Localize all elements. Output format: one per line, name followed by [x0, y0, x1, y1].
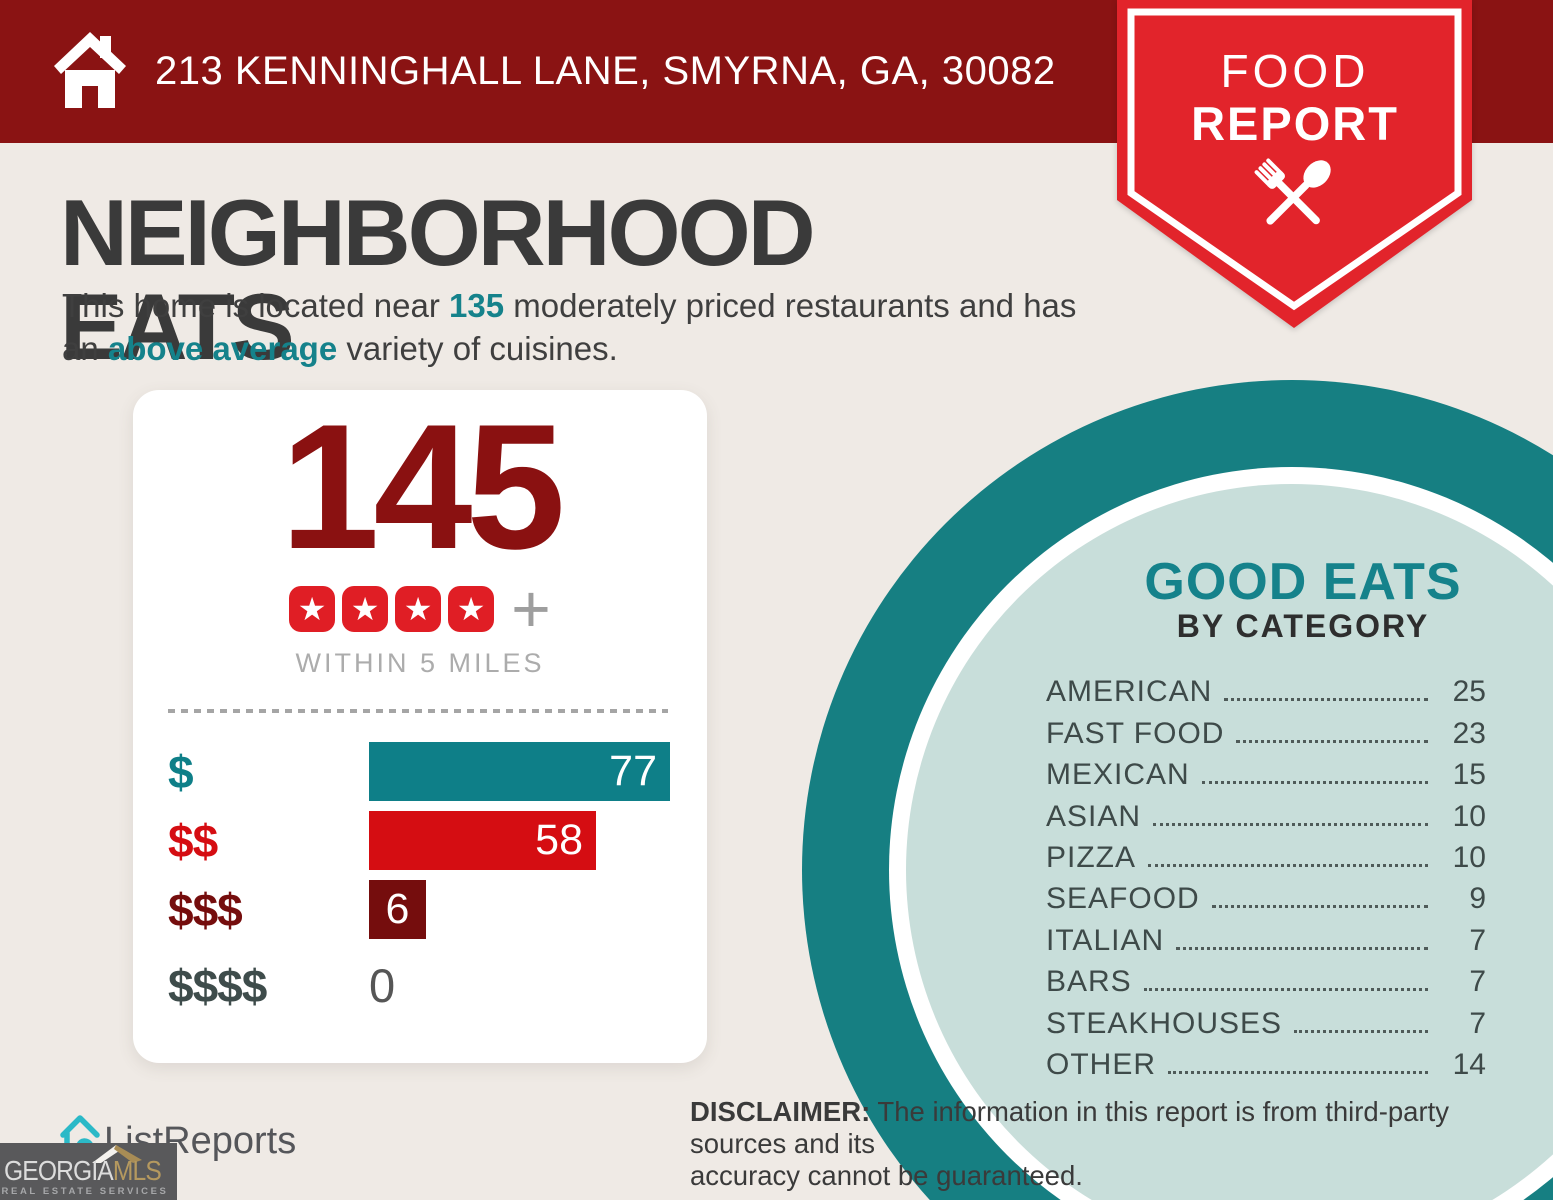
- intro-post: variety of cuisines.: [337, 330, 618, 367]
- total-restaurants: 145: [280, 387, 566, 586]
- category-list: AMERICAN 25 FAST FOOD 23 MEXICAN 15 ASIAN 10…: [1046, 668, 1486, 1082]
- category-row: STEAKHOUSES 7: [1046, 999, 1486, 1040]
- category-value: 7: [1469, 1006, 1486, 1040]
- category-label: FAST FOOD: [1046, 716, 1225, 750]
- spoon-fork-icon: [1254, 158, 1331, 225]
- ribbon-title-report: REPORT: [1191, 97, 1399, 150]
- dotted-leader: [1168, 1070, 1428, 1074]
- category-label: ITALIAN: [1046, 923, 1165, 957]
- category-value: 14: [1452, 1047, 1486, 1081]
- bar: 77: [369, 742, 670, 801]
- price-row: $$$ 6: [133, 880, 707, 939]
- category-row: BARS 7: [1046, 958, 1486, 999]
- disclaimer-line2: accuracy cannot be guaranteed.: [690, 1160, 1083, 1191]
- dotted-leader: [1176, 946, 1428, 950]
- mls-name-mls: MLS: [112, 1155, 162, 1186]
- category-value: 25: [1452, 675, 1486, 709]
- intro-paragraph: This home is located near 135 moderately…: [62, 284, 1092, 370]
- price-tier-label: $$$: [168, 883, 243, 936]
- radius-label: WITHIN 5 MILES: [295, 648, 545, 678]
- category-label: BARS: [1046, 965, 1132, 999]
- dotted-leader: [1224, 698, 1428, 702]
- disclaimer-label: DISCLAIMER:: [690, 1096, 871, 1127]
- mls-roof-icon: [92, 1145, 142, 1163]
- disclaimer-line1: The information in this report is from t…: [690, 1096, 1450, 1159]
- mls-tagline: REAL ESTATE SERVICES: [1, 1186, 169, 1197]
- bar-value: 6: [385, 885, 410, 933]
- bar: 6: [369, 880, 426, 939]
- dotted-leader: [1153, 822, 1428, 826]
- mls-name: GEORGIA MLS: [4, 1155, 162, 1187]
- plus-icon: +: [511, 571, 551, 647]
- category-value: 15: [1452, 758, 1486, 792]
- category-value: 10: [1452, 840, 1486, 874]
- price-row: $ 77: [133, 742, 707, 801]
- yelp-star-icon: ★: [448, 586, 495, 632]
- star-rating: ★ ★ ★ ★ +: [133, 571, 707, 647]
- category-row: OTHER 14: [1046, 1041, 1486, 1082]
- variety-highlight: above average: [107, 330, 338, 367]
- price-tier-label: $$: [168, 814, 218, 867]
- dotted-leader: [1236, 739, 1428, 743]
- good-eats-circle-fill: [906, 484, 1553, 1200]
- price-row: $$$$ 0: [133, 956, 707, 1015]
- yelp-star-icon: ★: [395, 586, 442, 632]
- category-label: OTHER: [1046, 1047, 1156, 1081]
- category-row: ITALIAN 7: [1046, 916, 1486, 957]
- bar: 58: [369, 811, 596, 870]
- dotted-leader: [1148, 863, 1428, 867]
- dotted-leader: [1143, 988, 1428, 992]
- food-report-ribbon: FOOD REPORT: [1105, 0, 1485, 345]
- yelp-star-icon: ★: [289, 586, 336, 632]
- category-value: 9: [1469, 882, 1486, 916]
- mls-name-georgia: GEORGIA: [4, 1155, 114, 1186]
- category-value: 7: [1469, 965, 1486, 999]
- category-label: PIZZA: [1046, 840, 1137, 874]
- dotted-leader: [1211, 905, 1428, 909]
- category-label: MEXICAN: [1046, 758, 1190, 792]
- dashed-divider: [168, 709, 668, 713]
- price-tier-label: $: [168, 745, 194, 798]
- category-value: 10: [1452, 799, 1486, 833]
- georgia-mls-logo: GEORGIA MLS REAL ESTATE SERVICES: [0, 1143, 177, 1200]
- category-label: STEAKHOUSES: [1046, 1006, 1283, 1040]
- dotted-leader: [1201, 781, 1428, 785]
- intro-pre: This home is located near: [62, 287, 450, 324]
- bar-value: 58: [535, 816, 583, 864]
- intro-mid: moderately priced restaurants and has an: [62, 287, 1077, 367]
- category-label: AMERICAN: [1046, 675, 1213, 709]
- restaurant-summary-card: 145 ★ ★ ★ ★ + WITHIN 5 MILES $ 77 $$ 58 $$$ …: [133, 390, 707, 1063]
- good-eats-title: GOOD EATS: [1144, 553, 1462, 611]
- property-address: 213 KENNINGHALL LANE, SMYRNA, GA, 30082: [155, 49, 1056, 93]
- category-row: ASIAN 10: [1046, 792, 1486, 833]
- category-label: ASIAN: [1046, 799, 1142, 833]
- category-row: MEXICAN 15: [1046, 751, 1486, 792]
- bar-value: 0: [369, 959, 396, 1012]
- bar: 0: [369, 956, 395, 1015]
- home-icon: [48, 30, 132, 115]
- yelp-star-icon: ★: [342, 586, 389, 632]
- dotted-leader: [1294, 1029, 1428, 1033]
- price-row: $$ 58: [133, 811, 707, 870]
- good-eats-subtitle: BY CATEGORY: [1176, 608, 1430, 644]
- bar-value: 77: [609, 747, 657, 795]
- category-row: FAST FOOD 23: [1046, 709, 1486, 750]
- category-row: SEAFOOD 9: [1046, 875, 1486, 916]
- ribbon-title-food: FOOD: [1220, 45, 1370, 97]
- category-row: AMERICAN 25: [1046, 668, 1486, 709]
- disclaimer: DISCLAIMER: The information in this repo…: [690, 1096, 1510, 1192]
- category-row: PIZZA 10: [1046, 834, 1486, 875]
- category-value: 7: [1469, 923, 1486, 957]
- restaurant-count: 135: [449, 287, 505, 324]
- category-value: 23: [1452, 716, 1486, 750]
- page-title: NEIGHBORHOOD EATS: [60, 180, 816, 379]
- price-tier-label: $$$$: [168, 959, 267, 1012]
- category-label: SEAFOOD: [1046, 882, 1200, 916]
